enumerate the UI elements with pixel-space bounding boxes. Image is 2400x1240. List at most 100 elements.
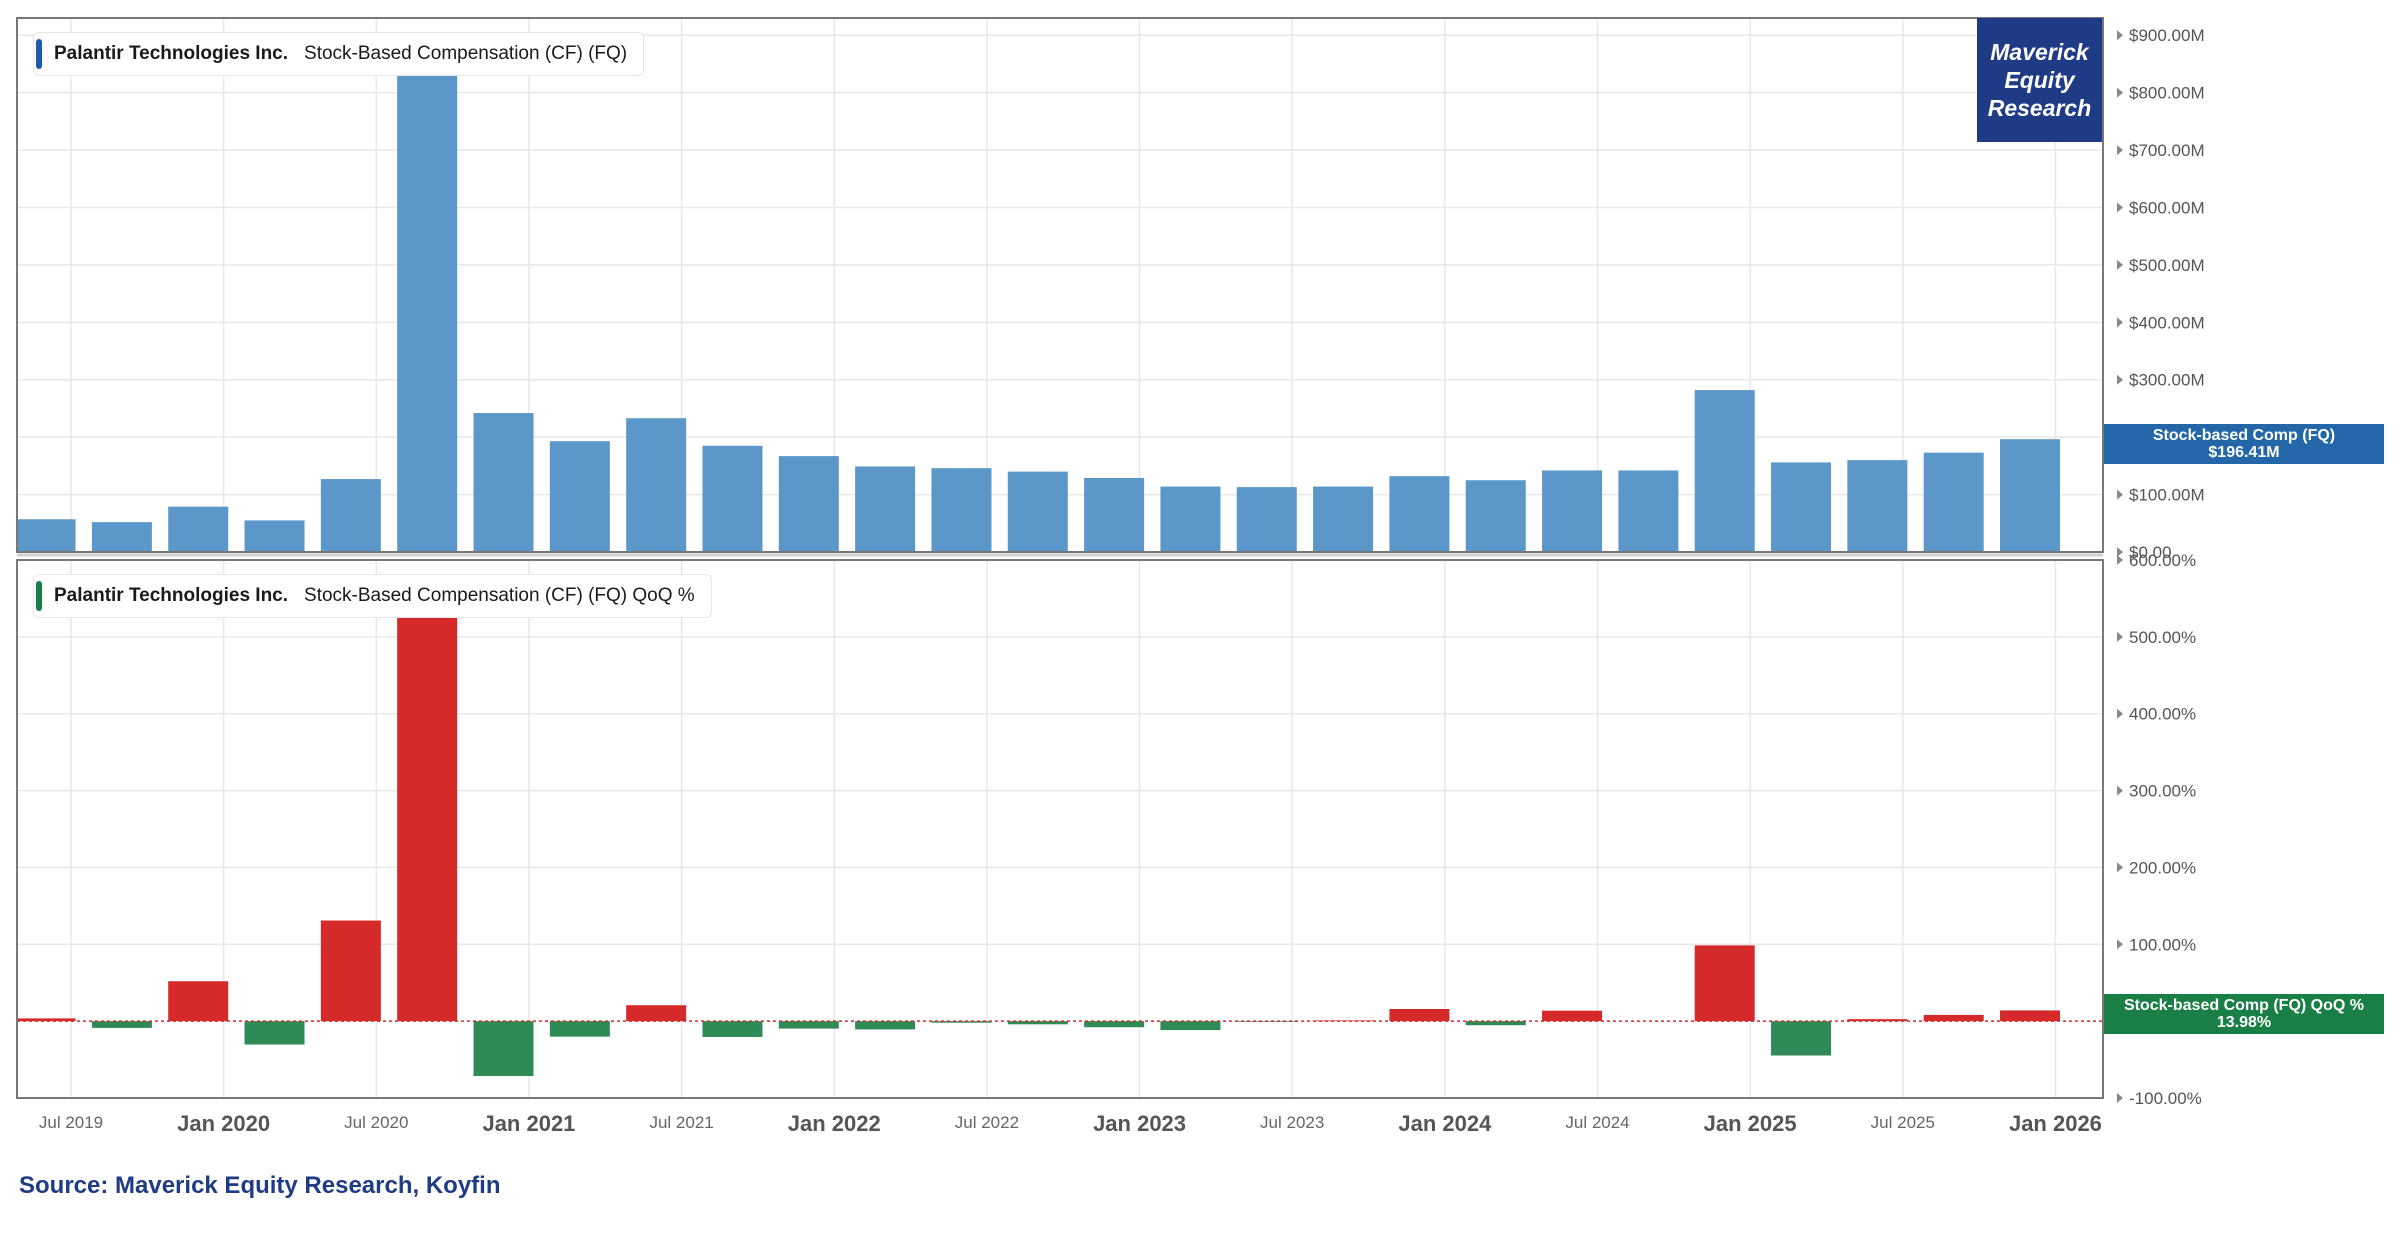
bar-top-12 <box>855 466 916 552</box>
bar-top-4 <box>244 520 305 552</box>
bar-bottom-26 <box>2000 1010 2061 1022</box>
ytick-label-top-4: $400.00M <box>2129 313 2205 332</box>
ytick-label-top-8: $800.00M <box>2129 84 2205 103</box>
bar-top-14 <box>1007 471 1068 552</box>
xtick-label-6: Jul 2022 <box>955 1113 1019 1132</box>
ytick-label-top-6: $600.00M <box>2129 198 2205 217</box>
bar-bottom-1 <box>91 1021 152 1028</box>
xtick-label-10: Jul 2024 <box>1565 1113 1629 1132</box>
bar-top-3 <box>168 506 229 552</box>
xtick-label-12: Jul 2025 <box>1871 1113 1935 1132</box>
ytick-marker-bottom-0 <box>2117 1093 2123 1103</box>
bar-top-13 <box>931 468 992 552</box>
bar-bottom-3 <box>244 1021 305 1045</box>
bar-top-10 <box>702 445 763 552</box>
bar-top-1 <box>17 519 76 552</box>
bar-top-26 <box>1923 452 1984 552</box>
bar-top-23 <box>1694 390 1755 552</box>
ytick-label-bottom-2: 200.00% <box>2129 858 2196 877</box>
ytick-label-bottom-3: 300.00% <box>2129 782 2196 801</box>
ytick-marker-top-4 <box>2117 317 2123 328</box>
bar-bottom-22 <box>1694 945 1755 1022</box>
ytick-label-top-5: $500.00M <box>2129 256 2205 275</box>
ytick-marker-bottom-2 <box>2117 862 2123 873</box>
bar-top-27 <box>2000 439 2061 552</box>
bar-top-7 <box>473 413 534 552</box>
bar-bottom-23 <box>1771 1021 1832 1056</box>
ytick-label-bottom-4: 400.00% <box>2129 705 2196 724</box>
ytick-marker-top-1 <box>2117 489 2123 500</box>
bar-top-19 <box>1389 476 1450 552</box>
xtick-label-3: Jan 2021 <box>482 1111 575 1136</box>
xtick-label-2: Jul 2020 <box>344 1113 408 1132</box>
xtick-label-4: Jul 2021 <box>649 1113 713 1132</box>
xtick-label-1: Jan 2020 <box>177 1111 270 1136</box>
bar-bottom-15 <box>1160 1021 1221 1031</box>
bar-bottom-12 <box>931 1021 992 1023</box>
bar-top-5 <box>320 479 381 552</box>
bar-top-6 <box>397 66 458 552</box>
bar-top-24 <box>1771 462 1832 552</box>
ytick-marker-top-8 <box>2117 87 2123 98</box>
bar-bottom-2 <box>168 981 229 1022</box>
ytick-label-bottom-1: 100.00% <box>2129 935 2196 954</box>
ytick-marker-top-0 <box>2117 547 2123 557</box>
last-value-tag-top-name: Stock-based Comp (FQ) <box>2152 427 2336 444</box>
ytick-label-top-3: $300.00M <box>2129 371 2205 390</box>
logo-line-2: Equity <box>2004 67 2075 93</box>
bar-bottom-18 <box>1389 1008 1450 1022</box>
ytick-marker-top-3 <box>2117 374 2123 385</box>
bar-top-17 <box>1236 487 1297 552</box>
bar-top-9 <box>626 418 687 552</box>
last-value-tag-top-value: $196.41M <box>2208 444 2280 461</box>
bar-top-18 <box>1313 486 1374 552</box>
ytick-label-top-7: $700.00M <box>2129 141 2205 160</box>
bar-bottom-7 <box>549 1021 610 1037</box>
ytick-marker-bottom-6 <box>2117 555 2123 565</box>
bar-top-22 <box>1618 470 1679 552</box>
bar-top-21 <box>1542 470 1603 552</box>
ytick-marker-bottom-3 <box>2117 785 2123 796</box>
logo-line-3: Research <box>1987 95 2092 121</box>
ytick-marker-bottom-1 <box>2117 939 2123 950</box>
logo-line-1: Maverick <box>1990 39 2089 65</box>
last-value-tag-bottom: Stock-based Comp (FQ) QoQ % 13.98% <box>2104 994 2384 1034</box>
ytick-marker-bottom-4 <box>2117 708 2123 719</box>
ytick-label-bottom-6: 600.00% <box>2129 551 2196 570</box>
ytick-marker-top-6 <box>2117 202 2123 213</box>
ytick-label-bottom-0: -100.00% <box>2129 1089 2202 1108</box>
bar-bottom-4 <box>320 920 381 1022</box>
last-value-tag-bottom-name: Stock-based Comp (FQ) QoQ % <box>2123 997 2364 1014</box>
legend-bottom-color-bar <box>36 581 42 611</box>
bar-top-16 <box>1160 486 1221 552</box>
panel-bottom-border <box>16 559 2104 1099</box>
bar-top-25 <box>1847 460 1908 552</box>
bar-bottom-0 <box>17 1018 76 1022</box>
legend-top-metric: Stock-Based Compensation (CF) (FQ) <box>304 43 628 64</box>
xtick-label-8: Jul 2023 <box>1260 1113 1324 1132</box>
bar-bottom-19 <box>1465 1021 1526 1026</box>
xtick-label-5: Jan 2022 <box>788 1111 881 1136</box>
last-value-tag-bottom-value: 13.98% <box>2216 1014 2272 1031</box>
xtick-label-0: Jul 2019 <box>39 1113 103 1132</box>
bars-top <box>17 66 2061 552</box>
legend-top-company: Palantir Technologies Inc. <box>54 43 289 64</box>
bar-bottom-25 <box>1923 1014 1984 1022</box>
ytick-label-top-0: $0.00 <box>2129 543 2172 562</box>
bar-bottom-8 <box>626 1005 687 1022</box>
legend-top[interactable]: Palantir Technologies Inc. Stock-Based C… <box>33 32 645 76</box>
ytick-label-top-9: $900.00M <box>2129 26 2205 45</box>
bar-top-2 <box>91 522 152 552</box>
bar-bottom-11 <box>855 1021 916 1030</box>
ytick-label-top-1: $100.00M <box>2129 486 2205 505</box>
last-value-tag-top: Stock-based Comp (FQ) $196.41M <box>2104 424 2384 464</box>
bar-top-11 <box>778 456 839 552</box>
bars-bottom <box>17 586 2061 1077</box>
bar-bottom-10 <box>778 1021 839 1029</box>
bar-top-15 <box>1084 477 1145 552</box>
bar-bottom-9 <box>702 1021 763 1037</box>
bar-bottom-6 <box>473 1021 534 1077</box>
legend-bottom[interactable]: Palantir Technologies Inc. Stock-Based C… <box>33 574 712 618</box>
ytick-label-bottom-5: 500.00% <box>2129 628 2196 647</box>
